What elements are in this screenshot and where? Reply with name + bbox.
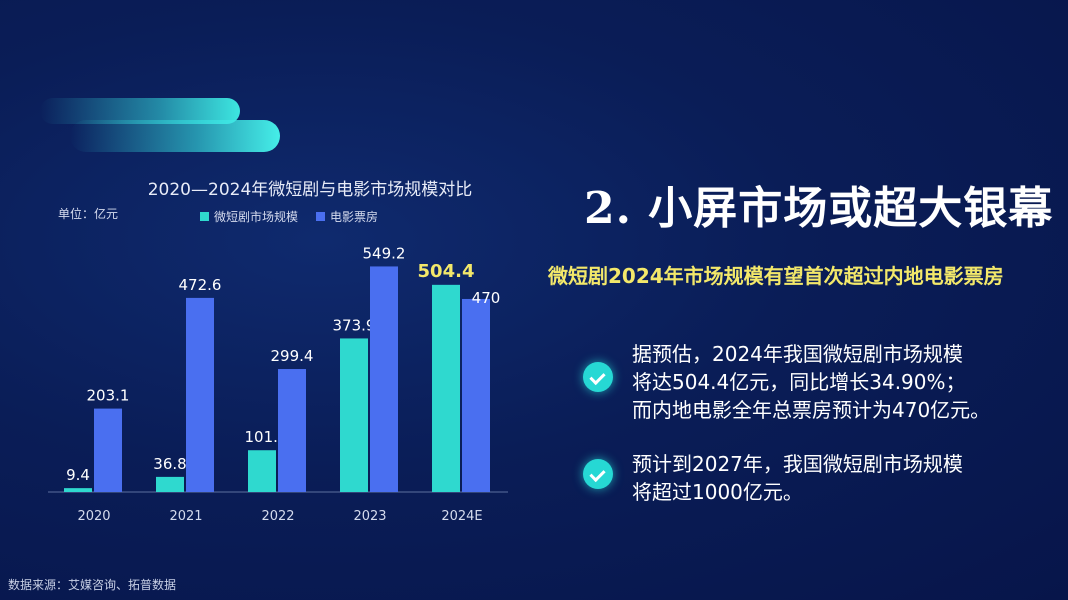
bullet-1-line-3: 而内地电影全年总票房预计为470亿元。 — [632, 398, 991, 422]
x-tick-label-2021: 2021 — [169, 509, 202, 524]
bullet-2-line-2: 将超过1000亿元。 — [632, 480, 803, 504]
value-label-box-office-2020: 203.1 — [87, 387, 130, 405]
x-tick-label-2022: 2022 — [261, 509, 294, 524]
decorative-glow-bar-bottom — [70, 120, 280, 152]
value-label-box-office-2024E: 470 — [472, 289, 501, 307]
bar-short-drama-2020 — [64, 488, 92, 492]
bar-box-office-2023 — [370, 266, 398, 492]
check-icon — [583, 459, 613, 489]
legend-label-short-drama: 微短剧市场规模 — [214, 210, 299, 224]
chart-title: 2020—2024年微短剧与电影市场规模对比 — [147, 180, 473, 200]
highlight-subtitle: 微短剧2024年市场规模有望首次超过内地电影票房 — [548, 264, 1004, 288]
legend-swatch-short-drama — [200, 212, 209, 221]
bar-box-office-2024E — [462, 298, 490, 492]
page-heading: 2. 小屏市场或超大银幕 — [584, 183, 1054, 234]
chart-legend: 微短剧市场规模 电影票房 — [200, 208, 378, 225]
value-label-box-office-2023: 549.2 — [363, 244, 406, 262]
value-label-box-office-2022: 299.4 — [271, 347, 314, 365]
value-label-box-office-2021: 472.6 — [179, 276, 222, 294]
bar-box-office-2020 — [94, 408, 122, 492]
bullet-text-1: 据预估，2024年我国微短剧市场规模 将达504.4亿元，同比增长34.90%；… — [632, 340, 1052, 424]
bullet-1-line-1: 据预估，2024年我国微短剧市场规模 — [632, 342, 963, 366]
decorative-glow-bar-top — [40, 98, 240, 124]
value-label-short-drama-2024E: 504.4 — [418, 261, 475, 282]
data-source: 数据来源：艾媒咨询、拓普数据 — [8, 578, 177, 592]
value-label-short-drama-2020: 9.4 — [66, 466, 90, 484]
value-label-short-drama-2022: 101.7 — [245, 428, 288, 446]
value-label-short-drama-2021: 36.8 — [153, 455, 186, 473]
bullet-1-line-2: 将达504.4亿元，同比增长34.90%； — [632, 370, 966, 394]
legend-label-box-office: 电影票房 — [330, 210, 379, 224]
bar-box-office-2022 — [278, 369, 306, 492]
bar-short-drama-2021 — [156, 476, 184, 492]
bar-short-drama-2023 — [340, 338, 368, 492]
bar-short-drama-2024E — [432, 284, 460, 492]
legend-swatch-box-office — [316, 212, 326, 221]
chart-unit-label: 单位：亿元 — [58, 207, 119, 221]
check-icon — [583, 362, 613, 392]
bar-box-office-2021 — [186, 297, 214, 492]
bullet-text-2: 预计到2027年，我国微短剧市场规模 将超过1000亿元。 — [632, 450, 1052, 506]
legend-item-short-drama: 微短剧市场规模 — [200, 208, 298, 225]
x-tick-label-2024E: 2024E — [441, 509, 482, 524]
x-tick-label-2020: 2020 — [77, 509, 110, 524]
bullet-2-line-1: 预计到2027年，我国微短剧市场规模 — [632, 452, 963, 476]
value-label-short-drama-2023: 373.9 — [333, 316, 376, 334]
x-tick-label-2023: 2023 — [353, 509, 386, 524]
bar-chart: 9.4 203.1 2020 36.8 472.6 2021 101.7 299.4 2022 3… — [48, 244, 508, 524]
legend-item-box-office: 电影票房 — [316, 208, 378, 225]
bar-short-drama-2022 — [248, 450, 276, 492]
